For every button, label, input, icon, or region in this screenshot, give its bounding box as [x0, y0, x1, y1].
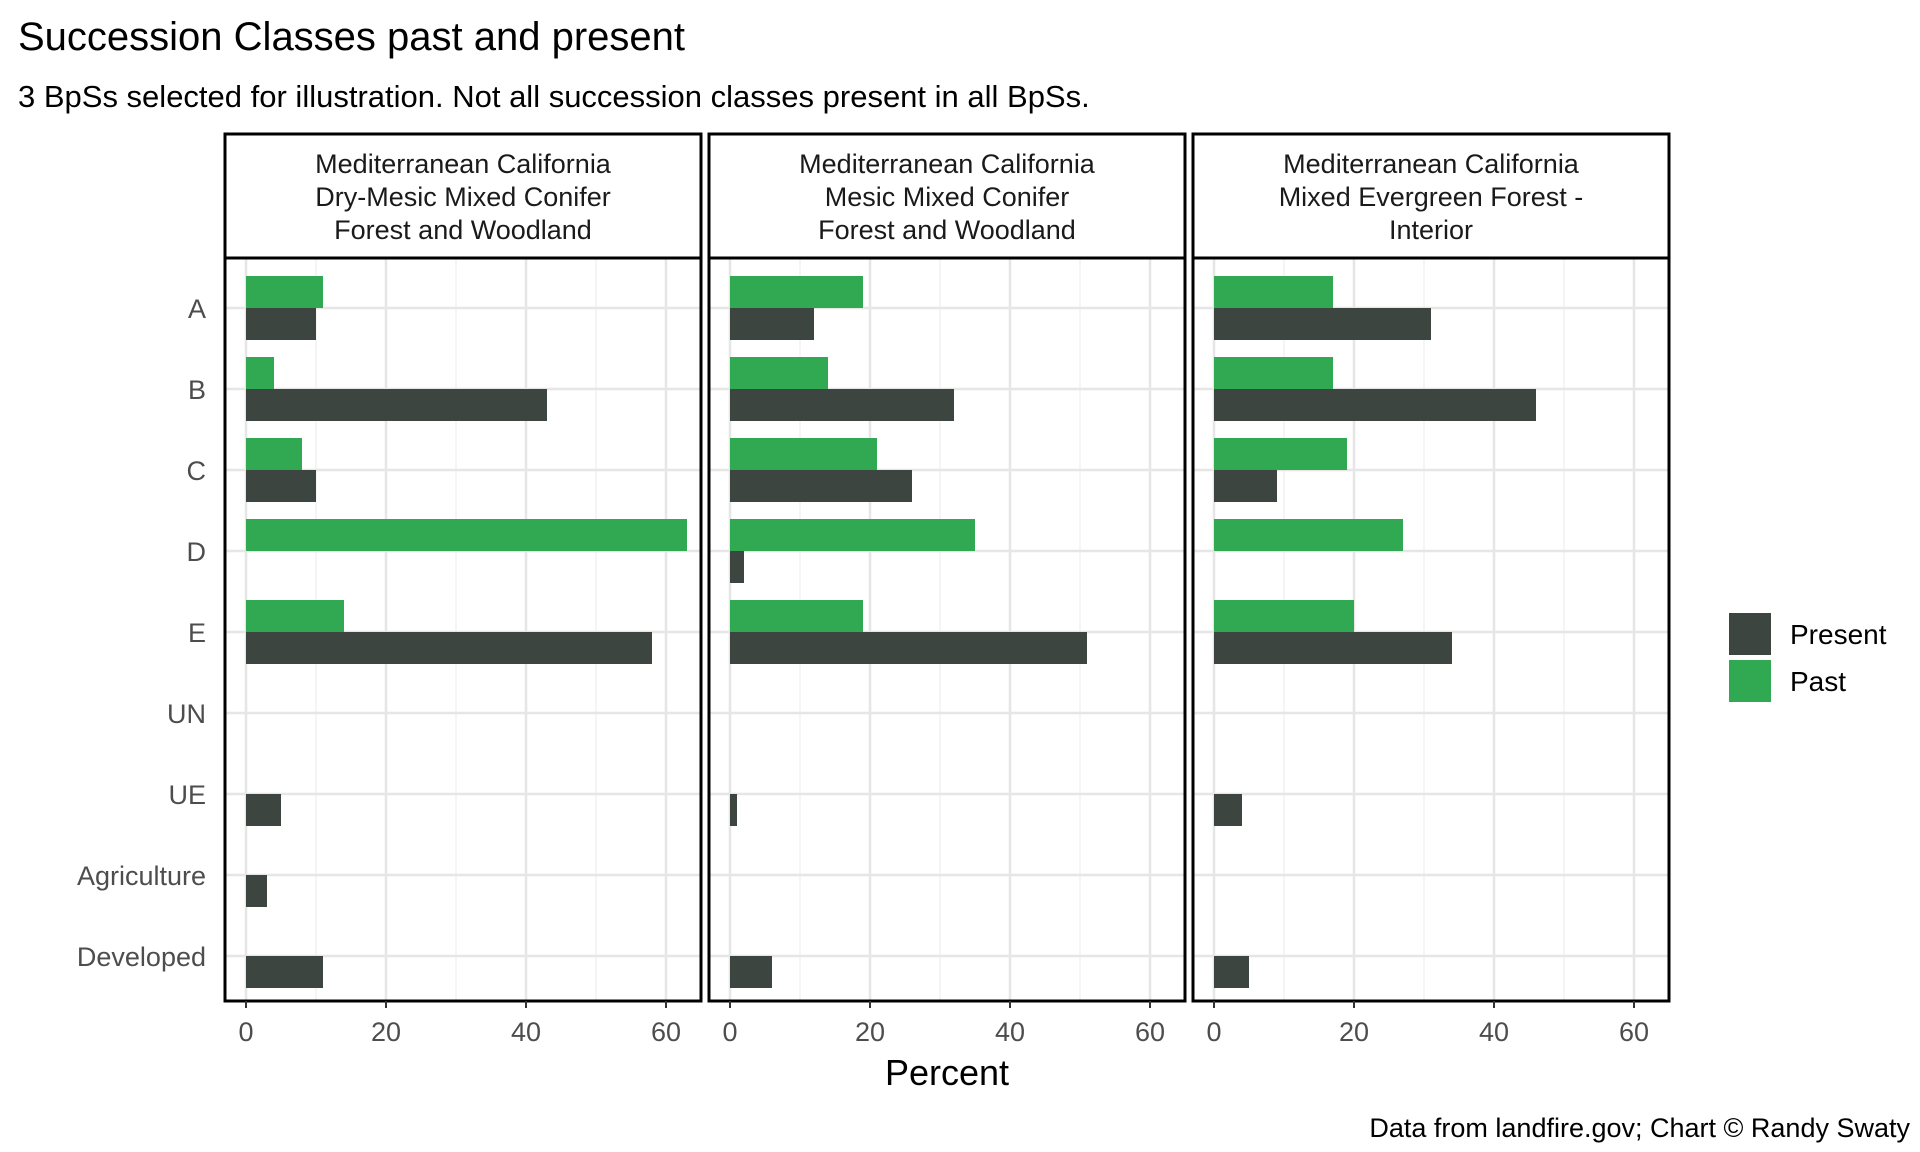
x-tick-label: 60 — [651, 1017, 681, 1047]
x-tick-label: 20 — [371, 1017, 401, 1047]
x-tick-label: 0 — [1206, 1017, 1221, 1047]
bar-past-b — [246, 357, 274, 389]
bar-past-a — [730, 276, 863, 308]
x-tick-label: 0 — [238, 1017, 253, 1047]
facet-title-line: Mesic Mixed Conifer — [825, 182, 1070, 212]
x-tick-label: 20 — [855, 1017, 885, 1047]
bar-present-developed — [730, 956, 772, 988]
chart-title: Succession Classes past and present — [18, 15, 685, 59]
bar-past-a — [1214, 276, 1333, 308]
facet-title-line: Mediterranean California — [1283, 149, 1580, 179]
bar-past-d — [246, 519, 687, 551]
bar-present-e — [730, 632, 1087, 664]
bar-past-a — [246, 276, 323, 308]
category-label: E — [188, 618, 206, 648]
x-tick-label: 60 — [1135, 1017, 1165, 1047]
bar-present-ue — [730, 794, 737, 826]
facet-title-line: Mediterranean California — [799, 149, 1096, 179]
x-tick-label: 0 — [722, 1017, 737, 1047]
legend-label: Past — [1790, 666, 1846, 697]
x-tick-label: 40 — [995, 1017, 1025, 1047]
bar-past-e — [246, 600, 344, 632]
bar-present-developed — [246, 956, 323, 988]
bar-present-developed — [1214, 956, 1249, 988]
category-label: B — [188, 375, 206, 405]
bar-present-c — [730, 470, 912, 502]
bar-past-b — [730, 357, 828, 389]
bar-present-d — [730, 551, 744, 583]
bar-present-a — [246, 308, 316, 340]
x-tick-label: 20 — [1339, 1017, 1369, 1047]
bar-past-e — [730, 600, 863, 632]
bar-past-e — [1214, 600, 1354, 632]
bar-present-b — [1214, 389, 1536, 421]
bar-present-b — [246, 389, 547, 421]
category-label: A — [188, 294, 206, 324]
bar-present-ue — [1214, 794, 1242, 826]
facet-title-line: Dry-Mesic Mixed Conifer — [315, 182, 611, 212]
chart-caption: Data from landfire.gov; Chart © Randy Sw… — [1369, 1113, 1910, 1143]
panel-border — [1191, 256, 1671, 1003]
category-label: UN — [167, 699, 206, 729]
facet-strip — [707, 132, 1187, 260]
facet-strip — [223, 132, 703, 260]
bar-past-b — [1214, 357, 1333, 389]
facet-title-line: Interior — [1389, 215, 1473, 245]
bar-present-a — [1214, 308, 1431, 340]
x-tick-label: 40 — [1479, 1017, 1509, 1047]
legend-key — [1729, 660, 1771, 702]
facet-strip — [1191, 132, 1671, 260]
bar-present-e — [246, 632, 652, 664]
facet-title-line: Mixed Evergreen Forest - — [1279, 182, 1584, 212]
chart-subtitle: 3 BpSs selected for illustration. Not al… — [18, 79, 1090, 114]
facet-title-line: Mediterranean California — [315, 149, 612, 179]
legend-key — [1729, 613, 1771, 655]
bar-present-ue — [246, 794, 281, 826]
bar-past-c — [246, 438, 302, 470]
x-axis-label: Percent — [885, 1052, 1009, 1093]
panel-border — [707, 256, 1187, 1003]
bar-past-c — [1214, 438, 1347, 470]
category-label: C — [187, 456, 207, 486]
bar-present-c — [1214, 470, 1277, 502]
bar-present-agriculture — [246, 875, 267, 907]
bar-present-c — [246, 470, 316, 502]
bar-past-d — [730, 519, 975, 551]
bar-present-e — [1214, 632, 1452, 664]
bar-past-d — [1214, 519, 1403, 551]
bar-present-a — [730, 308, 814, 340]
bar-present-b — [730, 389, 954, 421]
category-label: UE — [168, 780, 206, 810]
bar-past-c — [730, 438, 877, 470]
x-tick-label: 60 — [1619, 1017, 1649, 1047]
facet-title-line: Forest and Woodland — [818, 215, 1076, 245]
legend: Present Past — [1729, 613, 1887, 702]
facet-title-line: Forest and Woodland — [334, 215, 592, 245]
legend-label: Present — [1790, 619, 1887, 650]
category-label: D — [187, 537, 207, 567]
category-label: Agriculture — [77, 861, 206, 891]
x-tick-label: 40 — [511, 1017, 541, 1047]
y-axis-category-labels: A B C D E UN UE Agriculture Developed — [77, 294, 206, 972]
category-label: Developed — [77, 942, 206, 972]
panel-border — [223, 256, 703, 1003]
